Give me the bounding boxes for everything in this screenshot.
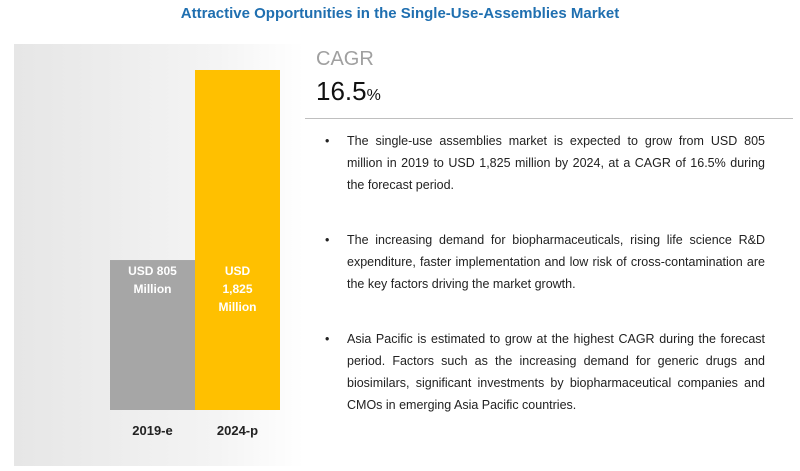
separator bbox=[305, 118, 793, 119]
title: Attractive Opportunities in the Single-U… bbox=[180, 5, 620, 22]
bullet: Asia Pacific is estimated to grow at the… bbox=[325, 328, 765, 416]
cagr-number: 16.5 bbox=[316, 76, 367, 106]
cagr-label: CAGR bbox=[316, 48, 374, 70]
bullet-list: The single-use assemblies market is expe… bbox=[325, 130, 765, 449]
bar bbox=[110, 260, 195, 410]
bar bbox=[195, 70, 280, 410]
value-label: USD 805 Million bbox=[128, 264, 177, 296]
x-tick-label: 2019-e bbox=[132, 423, 173, 438]
bullet: The single-use assemblies market is expe… bbox=[325, 130, 765, 196]
x-tick-label: 2024-p bbox=[216, 423, 259, 438]
cagr-unit: % bbox=[366, 87, 381, 104]
value-label: USD 1,825 Million bbox=[218, 264, 257, 314]
bullet: The increasing demand for biopharmaceuti… bbox=[325, 229, 765, 295]
cagr-value: 16.5% bbox=[316, 76, 381, 107]
